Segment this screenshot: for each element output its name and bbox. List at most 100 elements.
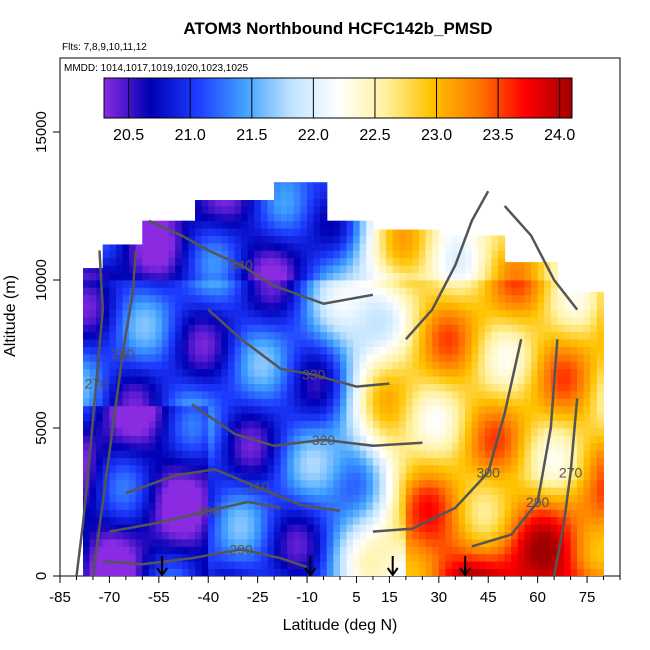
heatmap-cell <box>484 235 492 244</box>
x-tick-label: -10 <box>296 589 318 606</box>
heatmap-cell <box>162 220 170 229</box>
colorbar-gradient <box>103 77 573 119</box>
heatmap-cell <box>366 220 374 229</box>
flight-markers <box>156 556 471 577</box>
heatmap-cell <box>188 220 196 229</box>
heatmap-cell <box>260 200 268 214</box>
heatmap-cell <box>452 235 459 244</box>
heatmap-cell <box>280 182 288 192</box>
heatmap-cell <box>379 229 387 244</box>
contour-line <box>125 468 341 513</box>
contour-line <box>91 250 138 576</box>
heatmap-cell <box>478 235 486 244</box>
contour-label: 330 <box>302 367 326 383</box>
heatmap-cell <box>590 291 598 303</box>
heatmap-cell <box>379 229 387 236</box>
heatmap-cell <box>537 262 545 266</box>
heatmap-cell <box>241 200 249 214</box>
x-tick-label: -25 <box>247 589 269 606</box>
heatmap-cell <box>214 200 222 207</box>
heatmap-cell <box>583 291 591 296</box>
heatmap-cell <box>300 182 308 192</box>
heatmap-cell <box>280 182 288 185</box>
heatmap-cell <box>267 200 275 207</box>
heatmap-cell <box>511 262 519 266</box>
heatmap-cell <box>412 229 420 236</box>
heatmap-cell <box>208 200 216 207</box>
colorbar-tick-label: 24.0 <box>544 127 575 144</box>
y-tick-label: 0 <box>33 572 50 580</box>
heatmap-cell <box>142 220 150 229</box>
colorbar: 20.5 21.0 21.5 22.0 22.5 23.0 23.5 24.0 <box>103 77 575 144</box>
contour-line <box>207 308 390 388</box>
heatmap-cell <box>287 182 295 185</box>
heatmap-cell <box>504 262 512 266</box>
heatmap-cell <box>300 182 308 185</box>
heatmap-cell <box>241 200 249 207</box>
colorbar-tick-label: 23.5 <box>483 127 514 144</box>
contour-line <box>552 398 579 576</box>
heatmap-cell <box>135 244 143 259</box>
heatmap-cell <box>359 220 367 229</box>
colorbar-tick-label: 22.5 <box>359 127 390 144</box>
heatmap-cell <box>313 182 321 185</box>
heatmap-cell <box>564 291 571 296</box>
heatmap-cell <box>405 229 413 236</box>
contour-label: 340 <box>229 257 253 273</box>
heatmap-cell <box>419 229 427 236</box>
heatmap-cell <box>465 235 473 244</box>
heatmap-cell <box>122 244 130 251</box>
heatmap-cell <box>504 262 512 273</box>
heatmap-cell <box>392 229 400 244</box>
heatmap-cell <box>498 235 506 244</box>
heatmap-cell <box>247 200 255 214</box>
flight-marker-head <box>304 567 317 577</box>
heatmap-cell <box>313 182 321 192</box>
colorbar-tick-label: 20.5 <box>113 127 144 144</box>
heatmap-cell <box>307 182 315 185</box>
heatmap-cell <box>293 182 301 192</box>
x-tick-label: 75 <box>579 589 596 606</box>
heatmap-cell <box>208 200 216 214</box>
heatmap-cell <box>148 220 156 229</box>
colorbar-tick-label: 21.5 <box>236 127 267 144</box>
contour-label: 270 <box>85 376 109 392</box>
heatmap-cell <box>201 200 209 207</box>
heatmap-cell <box>445 235 453 244</box>
chart-title: ATOM3 Northbound HCFC142b_PMSD <box>183 19 492 38</box>
heatmap-cell <box>425 229 433 236</box>
contour-line <box>109 500 281 533</box>
heatmap-cell <box>221 200 229 214</box>
heatmap-cell <box>405 229 413 244</box>
heatmap-cell <box>596 291 604 296</box>
heatmap-cell <box>399 229 407 236</box>
heatmap-cell <box>432 229 440 244</box>
heatmap-cell <box>577 291 585 296</box>
contour-label: 270 <box>559 464 583 480</box>
flights-note: Flts: 7,8,9,10,11,12 <box>62 42 147 53</box>
y-tick-label: 10000 <box>33 259 50 301</box>
colorbar-tick-label: 22.0 <box>298 127 329 144</box>
heatmap-cell <box>129 244 137 259</box>
contour-line <box>102 548 308 569</box>
x-tick-label: 15 <box>381 589 398 606</box>
heatmap-cell <box>116 244 123 251</box>
heatmap-cell <box>195 200 203 214</box>
contour-line <box>404 190 490 341</box>
x-tick-label: -40 <box>197 589 219 606</box>
heatmap-cell <box>346 220 354 229</box>
contour-label: 280 <box>111 346 135 362</box>
heatmap-cell <box>109 244 117 259</box>
heatmap-cell <box>432 229 440 236</box>
contour-label: 290 <box>229 541 253 557</box>
heatmap-cell <box>228 200 235 214</box>
contour-line <box>503 205 579 311</box>
heatmap-cell <box>577 291 585 303</box>
x-tick-label: 45 <box>480 589 497 606</box>
contour-line <box>471 339 559 548</box>
heatmap-cell <box>274 182 282 192</box>
heatmap-cell <box>537 262 545 273</box>
y-axis: 0 5000 10000 15000 <box>33 111 60 580</box>
colorbar-tick-label: 21.0 <box>175 127 206 144</box>
